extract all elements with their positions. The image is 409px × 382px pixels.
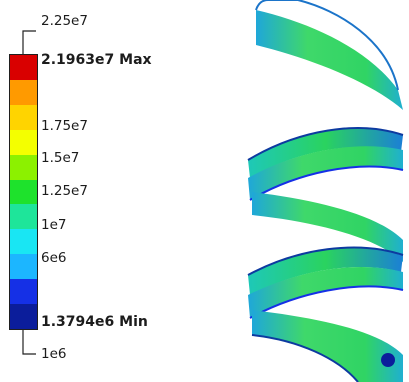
legend-color-band — [10, 104, 37, 130]
legend-min-label: 1.3794e6 Min — [41, 314, 148, 330]
legend-color-band — [10, 129, 37, 155]
legend-color-band — [10, 204, 37, 230]
legend-tick-label: 1e7 — [41, 217, 67, 233]
legend-tick-label: 1.75e7 — [41, 118, 88, 134]
legend-color-band — [10, 55, 37, 80]
spring-coil — [252, 310, 403, 382]
legend-bottom-label: 1e6 — [41, 346, 67, 362]
legend-tick-label: 1.25e7 — [41, 183, 88, 199]
legend-color-band — [10, 179, 37, 205]
spring-coil — [248, 266, 403, 318]
legend-top-label: 2.25e7 — [41, 13, 88, 29]
legend-bracket — [22, 30, 36, 355]
spring-coil — [256, 10, 403, 110]
legend-color-band — [10, 304, 37, 329]
legend-max-label: 2.1963e7 Max — [41, 52, 152, 68]
legend-color-band — [10, 254, 37, 280]
legend-color-band — [10, 154, 37, 180]
spring-model-view — [247, 0, 404, 382]
spring-coil — [248, 146, 403, 200]
color-legend-bar — [9, 54, 38, 330]
legend-color-band — [10, 229, 37, 255]
legend-tick-label: 1.5e7 — [41, 150, 80, 166]
legend-tick-label: 6e6 — [41, 250, 67, 266]
legend-color-band — [10, 79, 37, 105]
spring-coil — [248, 128, 403, 178]
legend-color-band — [10, 279, 37, 305]
spring-coil — [252, 192, 403, 262]
